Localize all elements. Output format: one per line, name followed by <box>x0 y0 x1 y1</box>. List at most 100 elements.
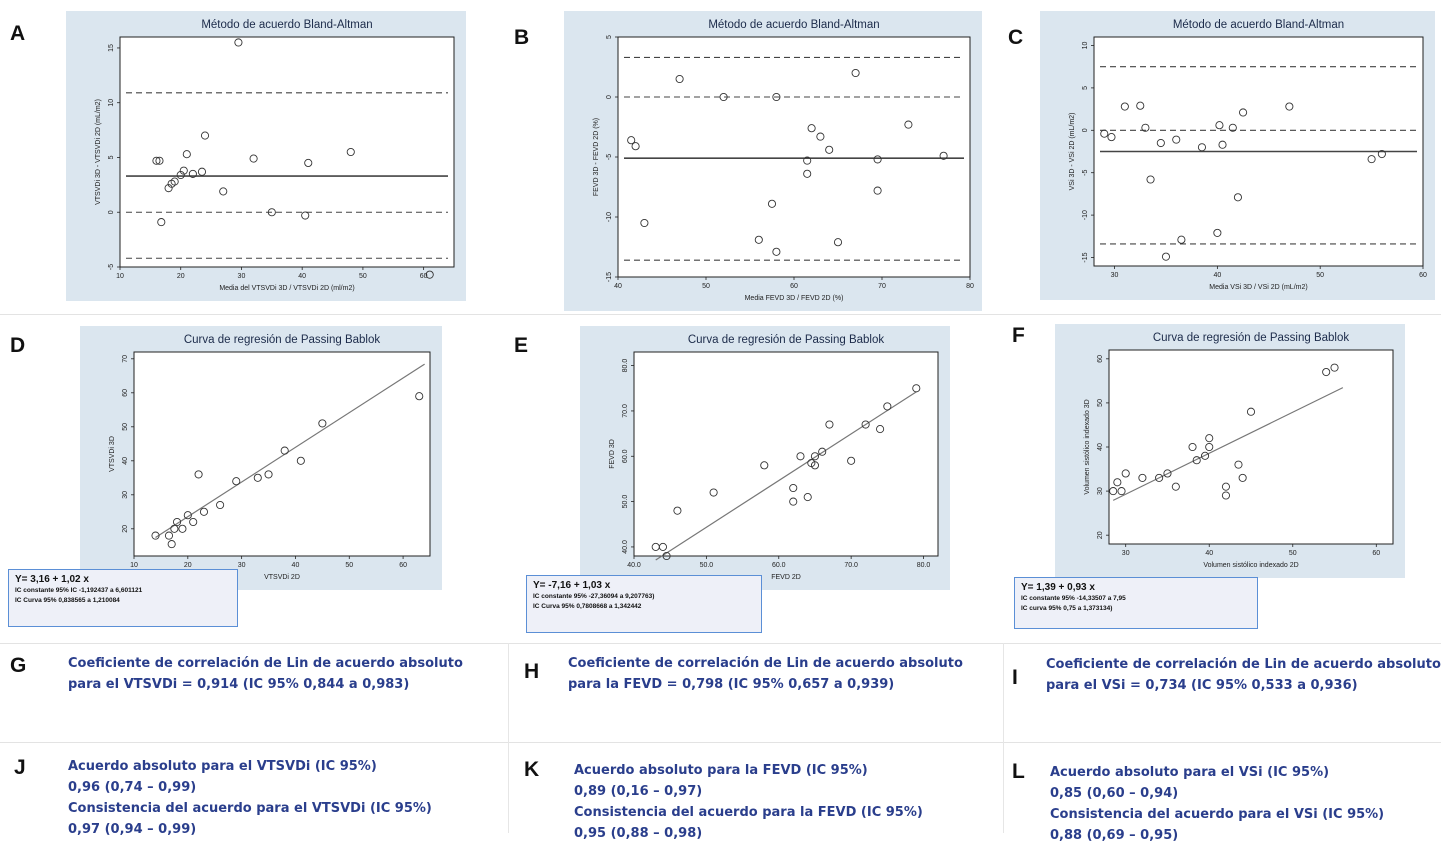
data-point <box>1100 129 1109 138</box>
data-point <box>304 158 313 168</box>
lin-line-2: para el VSi = 0,734 (IC 95% 0,533 a 0,93… <box>1046 678 1358 693</box>
panel-letter-b: B <box>514 26 530 49</box>
panel-letter-c: C <box>1008 26 1024 49</box>
data-point <box>873 155 882 164</box>
x-tick-label: 40.0 <box>627 562 641 569</box>
data-point <box>167 540 176 549</box>
panel-letter-l: L <box>1012 760 1025 783</box>
y-tick-label: 0 <box>108 210 115 214</box>
y-tick-label: 5 <box>606 35 613 39</box>
data-point <box>825 420 834 429</box>
x-tick-label: 50.0 <box>700 562 714 569</box>
x-tick-label: 50 <box>1289 550 1297 557</box>
x-tick-label: 50 <box>1316 272 1324 279</box>
data-point <box>847 456 856 465</box>
y-tick-label: 10 <box>1082 41 1089 49</box>
data-point <box>151 531 160 540</box>
agreement-line: 0,88 (0,69 – 0,95) <box>1050 828 1179 843</box>
data-point <box>1138 473 1147 482</box>
data-point <box>1322 367 1331 377</box>
y-tick-label: 60.0 <box>622 449 629 463</box>
row-separator <box>0 742 1441 743</box>
lin-line-1: Coeficiente de correlación de Lin de acu… <box>1046 657 1441 672</box>
data-point <box>939 151 948 160</box>
y-tick-label: 70.0 <box>622 404 629 418</box>
data-point <box>1161 252 1171 261</box>
data-point <box>267 208 276 217</box>
data-point <box>234 38 243 47</box>
data-point <box>1218 140 1227 149</box>
data-point <box>640 218 649 228</box>
data-point <box>1233 193 1242 202</box>
data-point <box>152 156 161 165</box>
y-axis-label: Volumen sistólico indexado 3D <box>1084 399 1091 494</box>
agreement-k: Acuerdo absoluto para la FEVD (IC 95%) 0… <box>574 760 923 844</box>
y-tick-label: 50 <box>1097 399 1104 407</box>
x-axis-label: Media FEVD 3D / FEVD 2D (%) <box>745 295 844 302</box>
y-tick-label: 80.0 <box>622 359 629 373</box>
data-point <box>170 177 179 186</box>
lin-line-1: Coeficiente de correlación de Lin de acu… <box>568 656 963 671</box>
x-tick-label: 30 <box>238 273 246 280</box>
data-point <box>1117 487 1126 496</box>
x-tick-label: 10 <box>116 273 124 280</box>
data-point <box>170 524 179 533</box>
y-tick-label: -5 <box>108 264 115 270</box>
data-point <box>1215 121 1224 130</box>
y-tick-label: 0 <box>1082 128 1089 132</box>
data-point <box>264 470 273 479</box>
agreement-line: 0,95 (0,88 – 0,98) <box>574 826 703 841</box>
regression-ic-constante: IC constante 95% -27,36094 a 9,207763) <box>533 593 655 600</box>
regression-ic-curva: IC Curva 95% 0,838565 a 1,210084 <box>15 597 120 604</box>
panel-letter-d: D <box>10 334 26 357</box>
data-point <box>631 142 640 151</box>
data-point <box>810 461 820 470</box>
panel-letter-a: A <box>10 22 26 45</box>
data-point <box>1213 228 1222 237</box>
data-point <box>318 419 327 428</box>
data-point <box>199 507 209 516</box>
chart-e-passing-bablok: Curva de regresión de Passing Bablok 40.0… <box>580 326 950 590</box>
data-point <box>825 145 834 154</box>
column-separator <box>1003 643 1004 833</box>
y-tick-label: -15 <box>1082 252 1089 262</box>
y-tick-label: 30 <box>122 491 129 499</box>
data-point <box>796 452 805 461</box>
data-point <box>1163 469 1172 478</box>
data-point <box>807 124 816 133</box>
lin-coefficient-i: Coeficiente de correlación de Lin de acu… <box>1046 654 1441 696</box>
x-tick-label: 60 <box>420 273 428 280</box>
agreement-line: Consistencia del acuerdo para la FEVD (I… <box>574 805 923 820</box>
data-point <box>1188 442 1197 452</box>
x-tick-label: 60 <box>1419 272 1427 279</box>
x-axis-label: Volumen sistólico indexado 2D <box>1203 562 1298 569</box>
y-tick-label: 0 <box>606 95 613 99</box>
y-axis-label: VTSVDi 3D <box>109 436 116 472</box>
x-tick-label: 40 <box>614 283 622 290</box>
agreement-line: Consistencia del acuerdo para el VSi (IC… <box>1050 807 1385 822</box>
x-axis-label: VTSVDi 2D <box>264 574 300 581</box>
y-tick-label: 5 <box>1082 86 1089 90</box>
panel-letter-i: I <box>1012 666 1018 689</box>
data-point <box>1146 175 1155 184</box>
panel-letter-j: J <box>14 756 26 779</box>
data-point <box>883 402 892 411</box>
agreement-j: Acuerdo absoluto para el VTSVDi (IC 95%)… <box>68 756 432 840</box>
data-point <box>1171 482 1180 491</box>
chart-d-passing-bablok: Curva de regresión de Passing Bablok 10 20… <box>80 326 442 590</box>
x-tick-label: 30 <box>1111 272 1119 279</box>
panel-letter-f: F <box>1012 324 1025 347</box>
y-tick-label: 10 <box>108 99 115 107</box>
data-point <box>1107 133 1116 142</box>
data-point <box>1120 102 1129 111</box>
x-tick-label: 40 <box>1213 272 1221 279</box>
regression-line <box>1112 387 1344 501</box>
y-tick-label: 70 <box>122 355 129 363</box>
regression-ic-curva: IC curva 95% 0,75 a 1,373134) <box>1021 605 1113 612</box>
chart-title: Método de acuerdo Bland-Altman <box>1173 19 1344 31</box>
panel-letter-g: G <box>10 654 27 677</box>
x-tick-label: 80 <box>966 283 974 290</box>
panel-letter-h: H <box>524 660 540 683</box>
data-point <box>182 150 191 159</box>
x-tick-label: 80.0 <box>917 562 931 569</box>
